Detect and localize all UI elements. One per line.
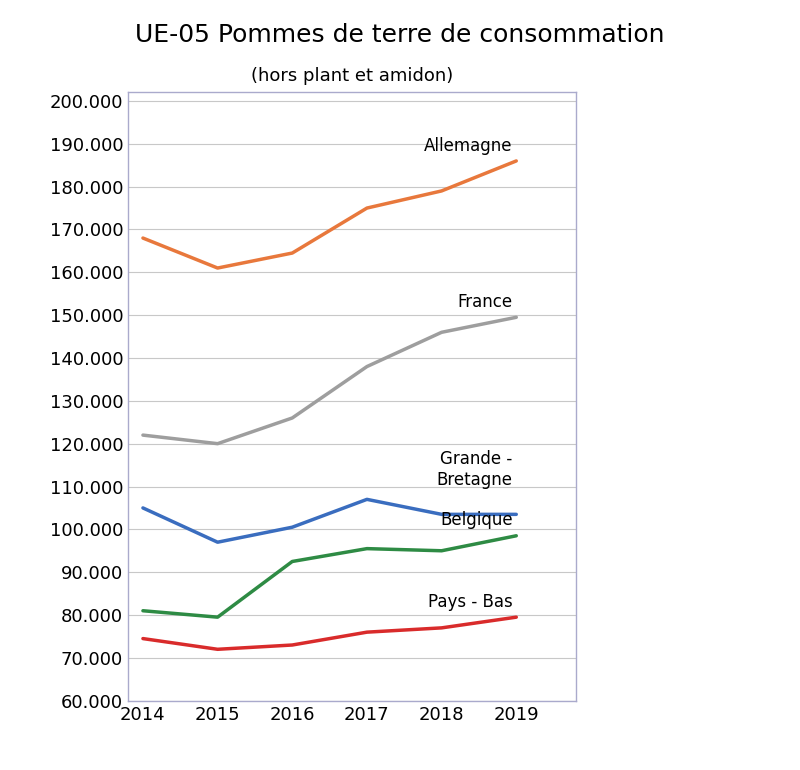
Text: Allemagne: Allemagne [424, 136, 513, 155]
Text: UE-05 Pommes de terre de consommation: UE-05 Pommes de terre de consommation [135, 23, 665, 47]
Text: Belgique: Belgique [440, 511, 513, 529]
Text: France: France [458, 293, 513, 311]
Title: (hors plant et amidon): (hors plant et amidon) [251, 67, 453, 85]
Text: Pays - Bas: Pays - Bas [428, 593, 513, 611]
Text: Grande -
Bretagne: Grande - Bretagne [437, 450, 513, 489]
